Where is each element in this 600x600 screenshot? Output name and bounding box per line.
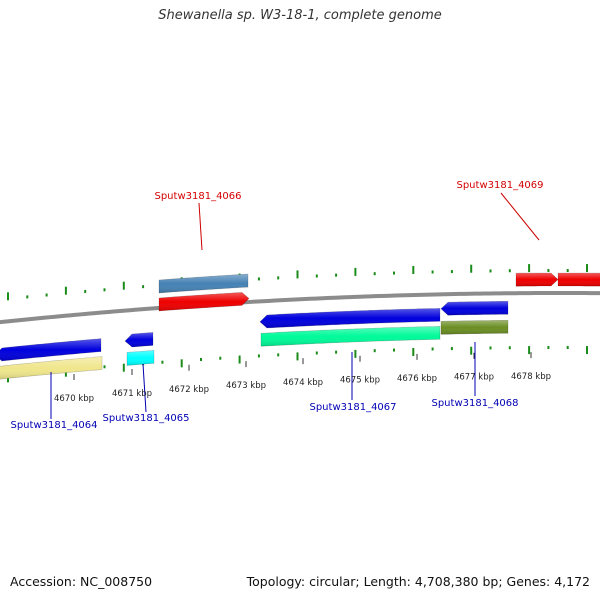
- kbp-label: 4678 kbp: [511, 372, 551, 382]
- gene-4066-feature-bar[interactable]: [158, 273, 249, 294]
- gene-4067-feature-bar[interactable]: [260, 325, 441, 347]
- gene-4067-arrow[interactable]: [259, 307, 441, 329]
- kbp-axis-labels: 4670 kbp 4671 kbp 4672 kbp 4673 kbp 4674 kbp…: [54, 352, 551, 404]
- gene-4068-feature-bar[interactable]: [440, 319, 509, 335]
- gene-label-sputw3181_4069[interactable]: Sputw3181_4069: [456, 180, 543, 191]
- backbone-arc: [0, 291, 600, 325]
- gene-label-sputw3181_4064[interactable]: Sputw3181_4064: [10, 420, 97, 431]
- gene-label-sputw3181_4065[interactable]: Sputw3181_4065: [102, 413, 189, 424]
- kbp-label: 4672 kbp: [169, 385, 209, 395]
- accession-text: Accession: NC_008750: [10, 574, 153, 589]
- gene-4069-arrow[interactable]: [515, 272, 559, 287]
- gene-label-sputw3181_4067[interactable]: Sputw3181_4067: [309, 402, 396, 413]
- leader-line: [142, 363, 147, 413]
- label-leader-lines: [50, 192, 540, 419]
- gene-label-sputw3181_4068[interactable]: Sputw3181_4068: [431, 398, 518, 409]
- gene-features: [0, 272, 600, 380]
- gene-4068-arrow[interactable]: [440, 300, 509, 316]
- kbp-label: 4670 kbp: [54, 394, 94, 404]
- leader-line: [500, 192, 540, 241]
- gene-labels: Sputw3181_4064 Sputw3181_4065 Sputw3181_40…: [10, 180, 543, 431]
- gene-4065-arrow[interactable]: [124, 332, 154, 348]
- gene-4066-arrow[interactable]: [158, 292, 250, 312]
- inner-tick-marks: [7, 346, 588, 383]
- gene-4065-feature-bar[interactable]: [126, 349, 155, 366]
- gene-4069b-arrow[interactable]: [557, 272, 600, 287]
- map-title: Shewanella sp. W3-18-1, complete genome: [158, 8, 442, 23]
- genome-summary-text: Topology: circular; Length: 4,708,380 bp…: [246, 574, 590, 589]
- kbp-label: 4676 kbp: [397, 374, 437, 384]
- kbp-label: 4673 kbp: [226, 381, 266, 391]
- kbp-label: 4671 kbp: [112, 389, 152, 399]
- kbp-label: 4675 kbp: [340, 376, 380, 386]
- kbp-label: 4674 kbp: [283, 378, 323, 388]
- gene-label-sputw3181_4066[interactable]: Sputw3181_4066: [154, 191, 241, 202]
- leader-line: [198, 202, 203, 251]
- kbp-label: 4677 kbp: [454, 373, 494, 383]
- genome-backbone: [0, 291, 600, 325]
